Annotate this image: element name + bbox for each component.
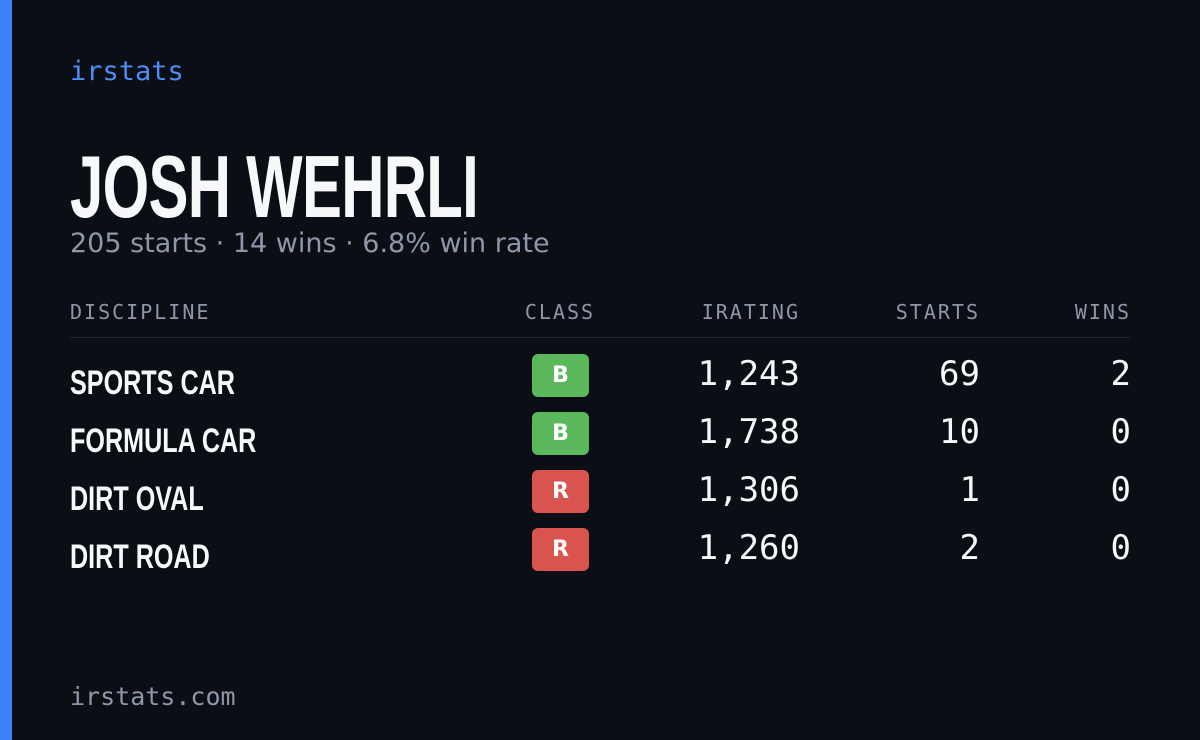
column-header: STARTS bbox=[895, 300, 980, 324]
stat-value: 0 bbox=[1110, 528, 1131, 568]
stat-value: 1 bbox=[959, 470, 980, 510]
stat-value: 1,738 bbox=[697, 412, 800, 452]
stat-value: 2 bbox=[1110, 354, 1131, 394]
driver-name: JOSH WEHRLI bbox=[70, 137, 479, 236]
class-badge: B bbox=[532, 412, 589, 455]
stat-value: 0 bbox=[1110, 412, 1131, 452]
class-badge: R bbox=[532, 470, 589, 513]
stat-value: 2 bbox=[959, 528, 980, 568]
discipline-name: SPORTS CAR bbox=[70, 364, 235, 402]
stat-value: 69 bbox=[939, 354, 980, 394]
column-header: DISCIPLINE bbox=[70, 300, 211, 324]
stat-value: 1,306 bbox=[697, 470, 800, 510]
accent-bar bbox=[0, 0, 12, 740]
header-rule bbox=[70, 337, 1130, 338]
column-header: CLASS bbox=[524, 300, 596, 324]
column-header: WINS bbox=[1074, 300, 1131, 324]
stat-value: 10 bbox=[939, 412, 980, 452]
stat-value: 1,260 bbox=[697, 528, 800, 568]
class-badge: R bbox=[532, 528, 589, 571]
discipline-name: FORMULA CAR bbox=[70, 422, 257, 460]
footer-link: irstats.com bbox=[70, 682, 236, 711]
discipline-name: DIRT ROAD bbox=[70, 538, 210, 576]
class-badge: B bbox=[532, 354, 589, 397]
stat-value: 1,243 bbox=[697, 354, 800, 394]
driver-summary: 205 starts · 14 wins · 6.8% win rate bbox=[70, 228, 550, 259]
brand: irstats bbox=[70, 56, 184, 87]
stat-value: 0 bbox=[1110, 470, 1131, 510]
discipline-name: DIRT OVAL bbox=[70, 480, 204, 518]
column-header: IRATING bbox=[701, 300, 800, 324]
